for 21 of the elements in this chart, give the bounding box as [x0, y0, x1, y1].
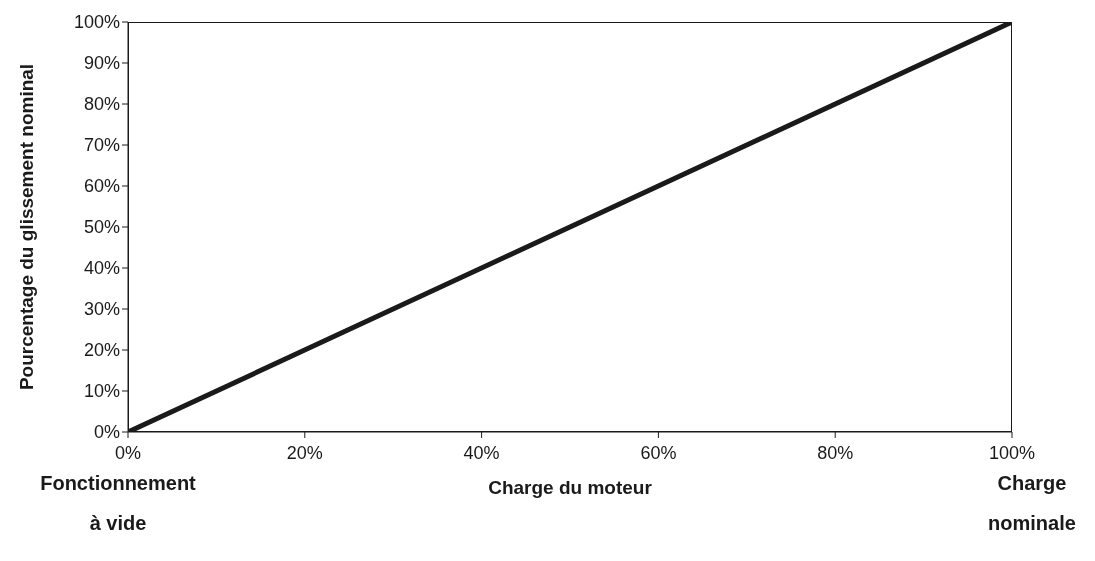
x-tick-label: 100%: [988, 442, 1036, 463]
y-tick-label: 30%: [83, 299, 120, 320]
y-tick-label: 80%: [83, 94, 120, 115]
y-axis-title: Pourcentage du glissement nominal: [15, 63, 37, 391]
y-tick-label: 50%: [83, 217, 120, 238]
y-tick-label: 70%: [83, 135, 120, 156]
x-axis-title: Charge du moteur: [488, 477, 653, 498]
y-tick-label: 40%: [83, 258, 120, 279]
x-tick-label: 0%: [114, 442, 142, 463]
x-tick-label: 20%: [286, 442, 323, 463]
x-tick-label: 80%: [817, 442, 854, 463]
y-tick-label: 0%: [93, 422, 120, 443]
y-tick-label: 20%: [83, 340, 120, 361]
y-tick-label: 60%: [83, 176, 120, 197]
y-tick-label: 90%: [83, 53, 120, 74]
x-tick-label: 40%: [463, 442, 500, 463]
text: Charge nominale: [987, 471, 1077, 536]
text: Fonctionnement à vide: [39, 471, 197, 536]
y-tick-label: 100%: [73, 12, 120, 33]
y-tick-label: 10%: [83, 381, 120, 402]
x-tick-label: 60%: [640, 442, 677, 463]
